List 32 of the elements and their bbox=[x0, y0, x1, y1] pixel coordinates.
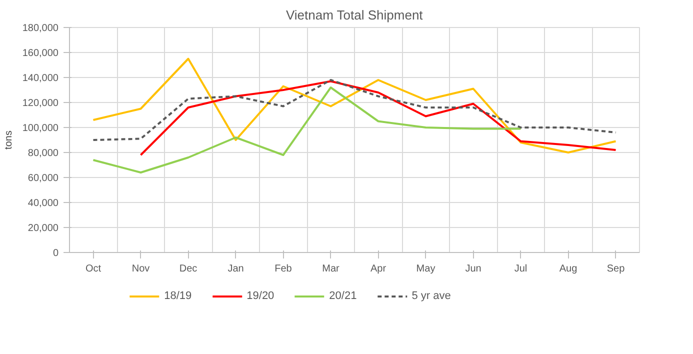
legend-label: 20/21 bbox=[329, 290, 357, 302]
x-tick-label: Nov bbox=[132, 264, 150, 274]
y-tick-label: 0 bbox=[52, 248, 59, 259]
legend-label: 5 yr ave bbox=[412, 290, 451, 302]
line-series bbox=[92, 58, 617, 154]
legend-label: 19/20 bbox=[246, 290, 274, 302]
y-tick-label: 120,000 bbox=[22, 98, 59, 109]
y-tick-label: 140,000 bbox=[22, 73, 59, 84]
y-tick-label: 60,000 bbox=[28, 173, 59, 184]
line-series bbox=[92, 86, 522, 174]
x-tick-label: Mar bbox=[322, 264, 340, 274]
x-tick-label: Oct bbox=[85, 264, 102, 274]
y-tick-label: 20,000 bbox=[28, 223, 59, 234]
chart-title: Vietnam Total Shipment bbox=[286, 8, 424, 22]
x-tick-label: Apr bbox=[370, 264, 387, 274]
y-tick-label: 80,000 bbox=[28, 148, 59, 159]
x-tick-label: May bbox=[416, 264, 436, 274]
legend-label: 18/19 bbox=[164, 290, 192, 302]
line-series bbox=[140, 80, 617, 156]
y-tick-label: 160,000 bbox=[22, 48, 59, 59]
x-tick-label: Dec bbox=[179, 264, 198, 274]
x-tick-label: Jan bbox=[228, 264, 244, 274]
y-tick-label: 100,000 bbox=[22, 123, 59, 134]
x-tick-label: Sep bbox=[606, 264, 626, 274]
x-tick-label: Jun bbox=[465, 264, 482, 274]
y-tick-label: 180,000 bbox=[22, 23, 59, 34]
x-tick-label: Feb bbox=[274, 264, 292, 274]
y-tick-label: 40,000 bbox=[28, 198, 59, 209]
y-axis-title: tons bbox=[3, 130, 14, 150]
line-series bbox=[92, 79, 617, 141]
x-tick-label: Aug bbox=[559, 264, 578, 274]
x-tick-label: Jul bbox=[514, 264, 528, 274]
